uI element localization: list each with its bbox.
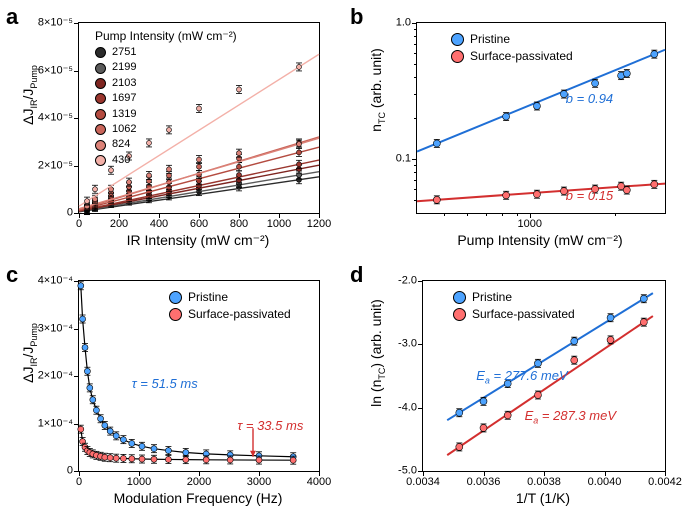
panel-b-legend: PristineSurface-passivated [451,31,573,65]
panel-a-ylabel: ΔJIR/JPump [20,0,39,190]
panel-a-xlabel: IR Intensity (mW cm⁻²) [78,232,318,249]
legend-item: Surface-passivated [451,48,573,65]
panel-c-plot: PristineSurface-passivated 0100020003000… [78,280,320,472]
panel-a-legend: Pump Intensity (mW cm⁻²) 275121992103169… [95,29,237,168]
legend-item: 430 [95,153,237,168]
legend-item: Pristine [453,289,575,306]
panel-b-ylabel: nTC (arb. unit) [368,0,387,185]
legend-item: 824 [95,137,237,152]
panel-c-legend: PristineSurface-passivated [169,289,291,323]
legend-item: 1319 [95,107,237,122]
panel-d-annotation: Ea = 277.6 meV [476,368,567,386]
legend-item: Pristine [169,289,291,306]
panel-b-xlabel: Pump Intensity (mW cm⁻²) [416,232,664,249]
legend-item: Surface-passivated [453,306,575,323]
panel-d-xlabel: 1/T (1/K) [422,490,664,506]
panel-b-annotation: b = 0.94 [566,91,613,106]
panel-c-ylabel: ΔJIR/JPump [20,258,39,448]
panel-b-annotation: b = 0.15 [566,188,613,203]
panel-c-annotation: τ = 51.5 ms [132,376,198,391]
legend-item: 2103 [95,76,237,91]
panel-a-legend-title: Pump Intensity (mW cm⁻²) [95,29,237,43]
panel-d-ylabel: ln (nTC) (arb. unit) [368,258,387,448]
panel-c-xlabel: Modulation Frequency (Hz) [78,490,318,506]
panel-d-legend: PristineSurface-passivated [453,289,575,323]
panel-d-plot: PristineSurface-passivated 0.00340.00360… [422,280,666,472]
panel-c-annotation: τ = 33.5 ms [237,418,303,433]
legend-item: 1697 [95,91,237,106]
legend-item: Pristine [451,31,573,48]
legend-item: Surface-passivated [169,306,291,323]
panel-a-plot: Pump Intensity (mW cm⁻²) 275121992103169… [78,22,320,214]
panel-b-plot: PristineSurface-passivated 10000.11.0b =… [416,22,666,214]
legend-item: 2199 [95,60,237,75]
legend-item: 1062 [95,122,237,137]
figure-root: a Pump Intensity (mW cm⁻²) 2751219921031… [0,0,685,515]
legend-item: 2751 [95,45,237,60]
panel-d-annotation: Ea = 287.3 meV [525,408,616,426]
